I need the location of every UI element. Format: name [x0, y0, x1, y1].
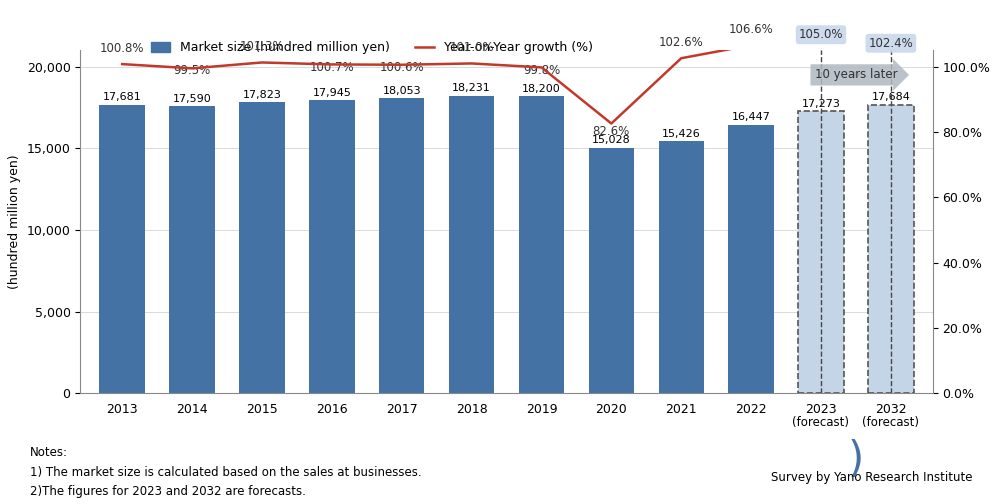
- Text: ): ): [847, 439, 863, 481]
- Text: 2)The figures for 2023 and 2032 are forecasts.: 2)The figures for 2023 and 2032 are fore…: [30, 485, 306, 498]
- Text: 15,426: 15,426: [661, 129, 699, 139]
- Bar: [239, 102, 285, 393]
- Text: 17,590: 17,590: [172, 94, 211, 104]
- Text: 102.6%: 102.6%: [658, 36, 702, 49]
- Bar: [309, 100, 354, 393]
- Text: 18,053: 18,053: [382, 86, 421, 96]
- Text: 102.4%: 102.4%: [868, 37, 913, 50]
- Legend: Market size (hundred million yen), Year-on-Year growth (%): Market size (hundred million yen), Year-…: [146, 36, 597, 59]
- Bar: [868, 104, 913, 393]
- Bar: [658, 141, 703, 393]
- Text: 17,945: 17,945: [312, 88, 351, 98]
- Text: 100.6%: 100.6%: [379, 61, 424, 74]
- Text: 17,681: 17,681: [102, 92, 141, 102]
- Text: 17,823: 17,823: [242, 90, 282, 100]
- Bar: [99, 104, 144, 393]
- Y-axis label: (hundred million yen): (hundred million yen): [8, 154, 21, 289]
- Text: 16,447: 16,447: [730, 112, 770, 122]
- Text: 99.8%: 99.8%: [522, 64, 559, 77]
- Text: (forecast): (forecast): [862, 416, 919, 429]
- Bar: [727, 124, 773, 393]
- Text: 10 years later: 10 years later: [814, 69, 897, 81]
- Text: 101.3%: 101.3%: [239, 40, 284, 53]
- Bar: [798, 111, 843, 393]
- Text: Survey by Yano Research Institute: Survey by Yano Research Institute: [771, 471, 972, 484]
- Text: 15,028: 15,028: [591, 136, 630, 146]
- Text: 101.0%: 101.0%: [449, 41, 493, 54]
- Text: 1) The market size is calculated based on the sales at businesses.: 1) The market size is calculated based o…: [30, 466, 421, 479]
- Bar: [449, 96, 494, 393]
- Bar: [518, 96, 563, 393]
- Bar: [868, 104, 913, 393]
- Text: 17,273: 17,273: [801, 99, 840, 109]
- Text: 17,684: 17,684: [871, 92, 910, 102]
- Bar: [588, 148, 633, 393]
- Text: (forecast): (forecast): [792, 416, 849, 429]
- Text: 18,200: 18,200: [522, 84, 560, 94]
- Text: 100.8%: 100.8%: [100, 42, 144, 55]
- Bar: [379, 98, 424, 393]
- Text: 100.7%: 100.7%: [310, 60, 354, 74]
- Bar: [169, 106, 214, 393]
- Text: 18,231: 18,231: [452, 83, 490, 93]
- Text: 105.0%: 105.0%: [798, 28, 843, 41]
- Text: Notes:: Notes:: [30, 446, 68, 459]
- Text: 82.6%: 82.6%: [592, 125, 629, 138]
- Text: 99.5%: 99.5%: [173, 65, 210, 78]
- Text: 106.6%: 106.6%: [728, 23, 773, 36]
- Bar: [798, 111, 843, 393]
